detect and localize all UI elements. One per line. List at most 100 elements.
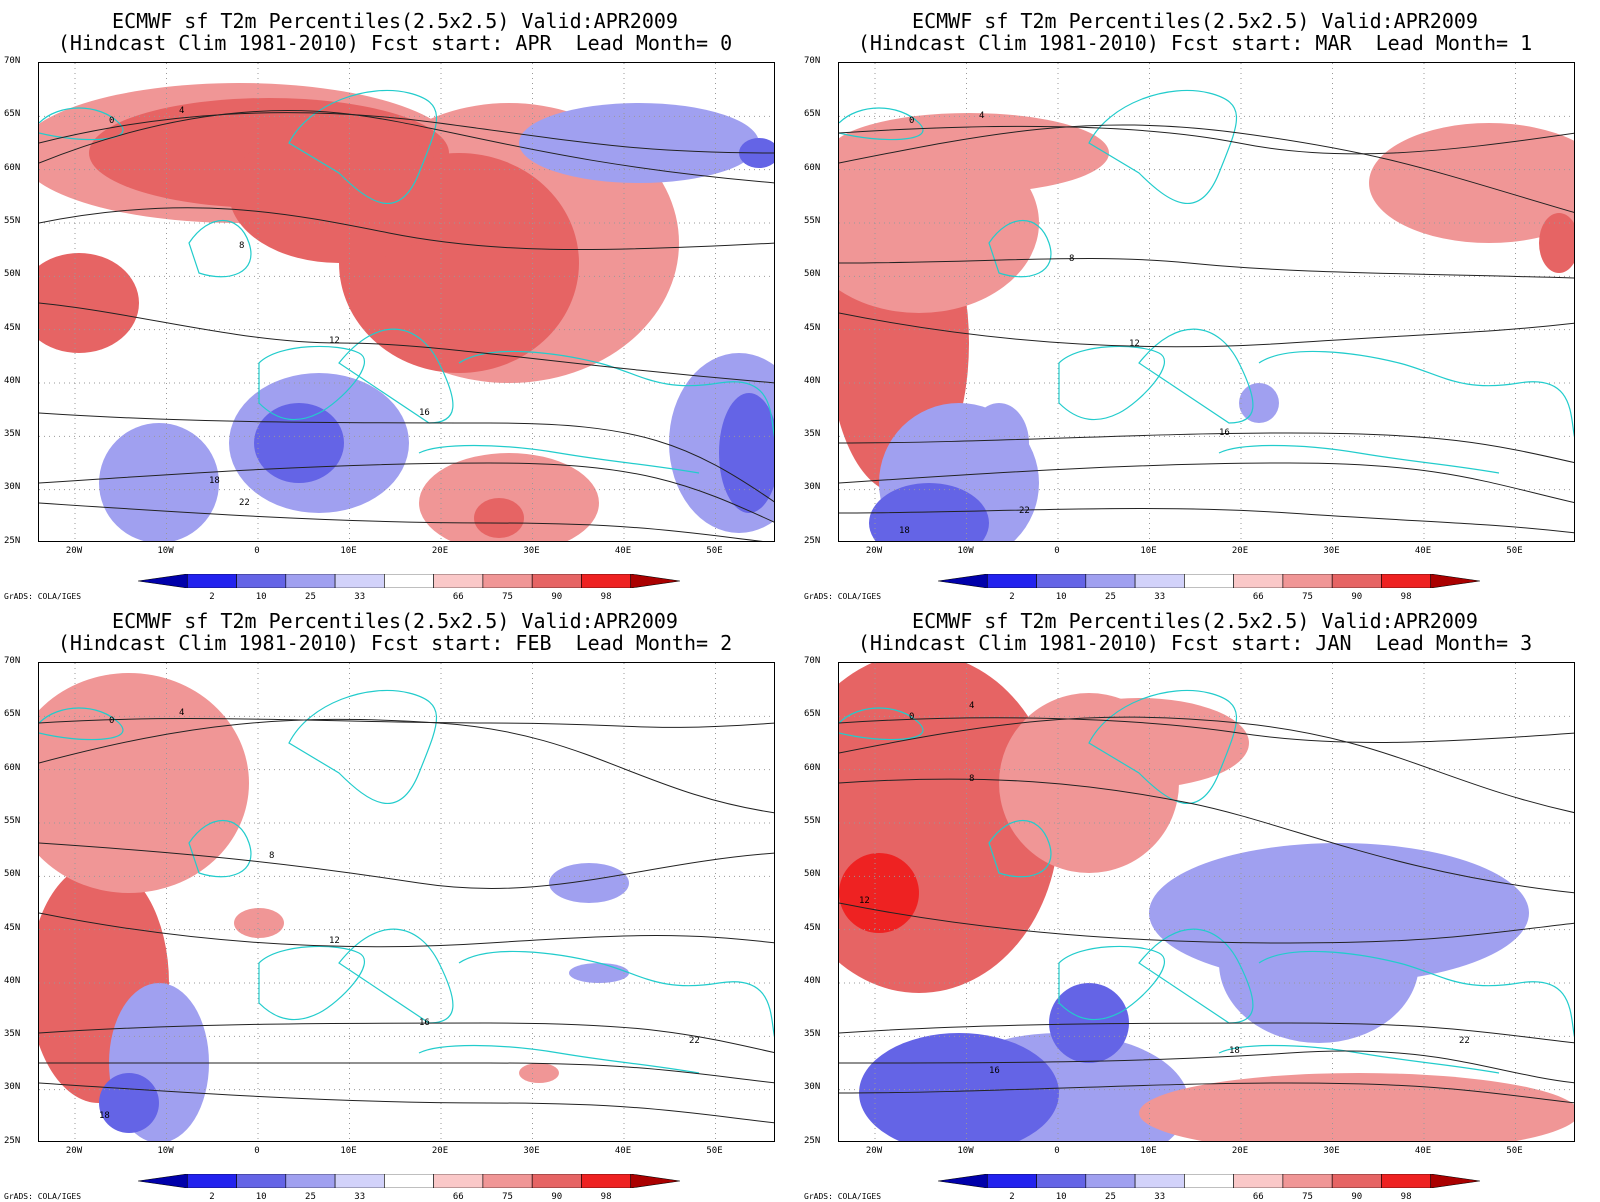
colorbar-label: 2 (209, 592, 215, 602)
lat-label: 50N (4, 869, 21, 880)
anomaly-shading (234, 908, 284, 938)
contour-label: 0 (109, 116, 114, 126)
colorbar-segment (285, 574, 336, 588)
map-svg: 0 4 8 12 16 18 22 (839, 663, 1574, 1141)
lon-label: 10W (157, 1146, 174, 1156)
anomaly-shading (839, 853, 919, 933)
map-svg: 0 4 8 12 16 18 22 (39, 63, 774, 541)
contour-label: 0 (909, 116, 914, 126)
colorbar-label: 98 (1400, 1192, 1412, 1202)
colorbar-segment (986, 1174, 1037, 1188)
colorbar-label: 90 (1351, 592, 1363, 602)
colorbar-segment (384, 574, 434, 588)
anomaly-shading (1369, 123, 1574, 243)
colorbar-label: 75 (502, 1192, 513, 1202)
isotherm-contour (39, 1082, 774, 1124)
contour-label: 4 (969, 701, 974, 711)
lon-label: 10W (157, 546, 174, 556)
colorbar-label: 98 (600, 1192, 612, 1202)
lat-label: 65N (4, 709, 21, 720)
isotherm-contour (839, 508, 1574, 534)
colorbar-segment (1331, 574, 1382, 588)
isotherm-contour (839, 258, 1574, 279)
lat-label: 35N (804, 1029, 821, 1040)
colorbar-segment (1036, 1174, 1087, 1188)
contour-label: 4 (179, 106, 184, 116)
lat-label: 25N (4, 535, 21, 546)
isotherm-contour (839, 717, 1574, 743)
lat-label: 25N (4, 1135, 21, 1146)
colorbar-segment (630, 1174, 680, 1188)
colorbar-segment (1085, 574, 1136, 588)
anomaly-shading (839, 113, 1109, 193)
anomaly-shading (99, 423, 219, 541)
colorbar-label: 33 (1154, 592, 1166, 602)
colorbar-segment (482, 574, 533, 588)
lat-label: 60N (804, 762, 821, 773)
grads-credit: GrADS: COLA/IGES (4, 1192, 82, 1201)
isotherm-contour (39, 462, 774, 523)
colorbar (938, 1174, 1480, 1188)
contour-label: 22 (239, 498, 250, 508)
isotherm-contour (39, 412, 774, 503)
anomaly-shading (474, 498, 524, 538)
contour-label: 12 (329, 936, 340, 946)
contour-label: 18 (99, 1111, 110, 1121)
colorbar-segment (1282, 574, 1333, 588)
map-svg: 0 4 8 12 16 18 22 (39, 663, 774, 1141)
colorbar-label: 75 (1302, 592, 1313, 602)
lat-label: 40N (804, 975, 821, 986)
lat-label: 65N (4, 109, 21, 120)
colorbar-segment (1381, 1174, 1432, 1188)
colorbar-label: 10 (255, 1192, 267, 1202)
lat-label: 40N (804, 375, 821, 386)
colorbar-label: 2 (1009, 1192, 1015, 1202)
map-area: 0 4 8 12 16 18 22 (38, 662, 775, 1142)
contour-label: 18 (209, 476, 220, 486)
colorbar-label: 10 (255, 592, 267, 602)
colorbar-segment (236, 1174, 287, 1188)
contour-label: 18 (1229, 1046, 1240, 1056)
colorbar (938, 574, 1480, 588)
contour-label: 8 (969, 774, 974, 784)
lat-label: 50N (804, 869, 821, 880)
colorbar-label: 33 (354, 592, 366, 602)
lat-label: 50N (4, 269, 21, 280)
anomaly-shading (519, 1063, 559, 1083)
colorbar-segment (1134, 1174, 1185, 1188)
isotherm-contour (39, 912, 774, 948)
colorbar (138, 1174, 680, 1188)
lon-label: 10E (1140, 1146, 1157, 1156)
contour-label: 16 (419, 408, 430, 418)
colorbar-segment (1233, 574, 1284, 588)
lon-label: 10W (957, 546, 974, 556)
colorbar-label: 25 (1105, 592, 1116, 602)
lat-label: 45N (804, 322, 821, 333)
anomaly-shading (1049, 983, 1129, 1063)
isotherm-contour (839, 312, 1574, 348)
lon-label: 20E (1231, 1146, 1249, 1156)
colorbar-segment (1036, 574, 1087, 588)
coastline (839, 689, 1574, 1074)
lat-label: 35N (4, 1029, 21, 1040)
lon-label: 50E (706, 1146, 723, 1156)
panel-title-line1: ECMWF sf T2m Percentiles(2.5x2.5) Valid:… (112, 609, 678, 633)
lat-label: 30N (4, 1082, 21, 1093)
isotherm-contour (839, 1050, 1574, 1084)
panel-lead-2: ECMWF sf T2m Percentiles(2.5x2.5) Valid:… (0, 600, 790, 1202)
lon-label: 40E (614, 1146, 632, 1156)
colorbar-label: 66 (1252, 1192, 1264, 1202)
colorbar-label: 33 (354, 1192, 366, 1202)
lon-label: 10E (1140, 546, 1157, 556)
lat-label: 30N (804, 482, 821, 493)
contour-label: 12 (1129, 339, 1140, 349)
lon-label: 40E (1414, 546, 1432, 556)
anomaly-shading (1029, 698, 1249, 788)
lon-label: 0 (1054, 1146, 1060, 1156)
contour-label: 0 (109, 716, 114, 726)
contour-label: 16 (1219, 428, 1230, 438)
colorbar-segment (186, 574, 237, 588)
anomaly-shading (719, 393, 774, 513)
colorbar-segment (938, 574, 988, 588)
isotherm-contour (839, 125, 1574, 155)
